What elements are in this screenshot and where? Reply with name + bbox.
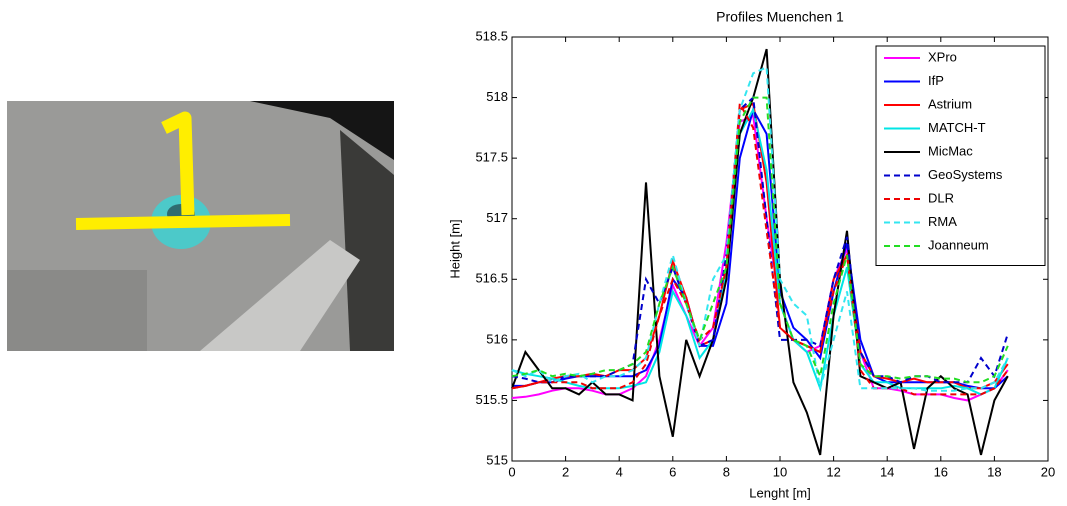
legend-label: Astrium <box>928 96 972 111</box>
y-tick-label: 518.5 <box>475 28 508 43</box>
legend-label: IfP <box>928 73 944 88</box>
x-tick-label: 4 <box>616 464 623 479</box>
x-tick-label: 10 <box>773 464 787 479</box>
x-tick-label: 16 <box>934 464 948 479</box>
chart-title: Profiles Muenchen 1 <box>716 9 844 25</box>
legend-label: RMA <box>928 214 957 229</box>
legend-box <box>875 45 1046 266</box>
y-tick-label: 517 <box>486 210 508 225</box>
legend-label: DLR <box>928 190 954 205</box>
series-line <box>511 48 1009 456</box>
x-tick-label: 0 <box>508 464 515 479</box>
x-axis-label: Lenght [m] <box>749 485 810 500</box>
aerial-image <box>7 101 394 351</box>
series-line <box>511 100 1009 396</box>
y-tick-label: 518 <box>486 89 508 104</box>
legend-label: GeoSystems <box>928 167 1003 182</box>
y-tick-label: 517.5 <box>475 150 508 165</box>
x-tick-label: 8 <box>723 464 730 479</box>
y-tick-label: 516.5 <box>475 271 508 286</box>
x-tick-label: 6 <box>669 464 676 479</box>
y-tick-label: 515.5 <box>475 392 508 407</box>
y-axis-label: Height [m] <box>447 219 462 278</box>
x-tick-label: 18 <box>987 464 1001 479</box>
series-line <box>511 65 1009 392</box>
y-tick-label: 516 <box>486 331 508 346</box>
x-tick-label: 2 <box>562 464 569 479</box>
legend-label: MicMac <box>928 143 973 158</box>
x-tick-label: 20 <box>1041 464 1055 479</box>
legend-label: MATCH-T <box>928 120 986 135</box>
x-tick-label: 12 <box>826 464 840 479</box>
legend-label: Joanneum <box>928 237 989 252</box>
y-tick-label: 515 <box>486 452 508 467</box>
legend-label: XPro <box>928 49 957 64</box>
series-line <box>511 96 1009 384</box>
x-tick-label: 14 <box>880 464 894 479</box>
